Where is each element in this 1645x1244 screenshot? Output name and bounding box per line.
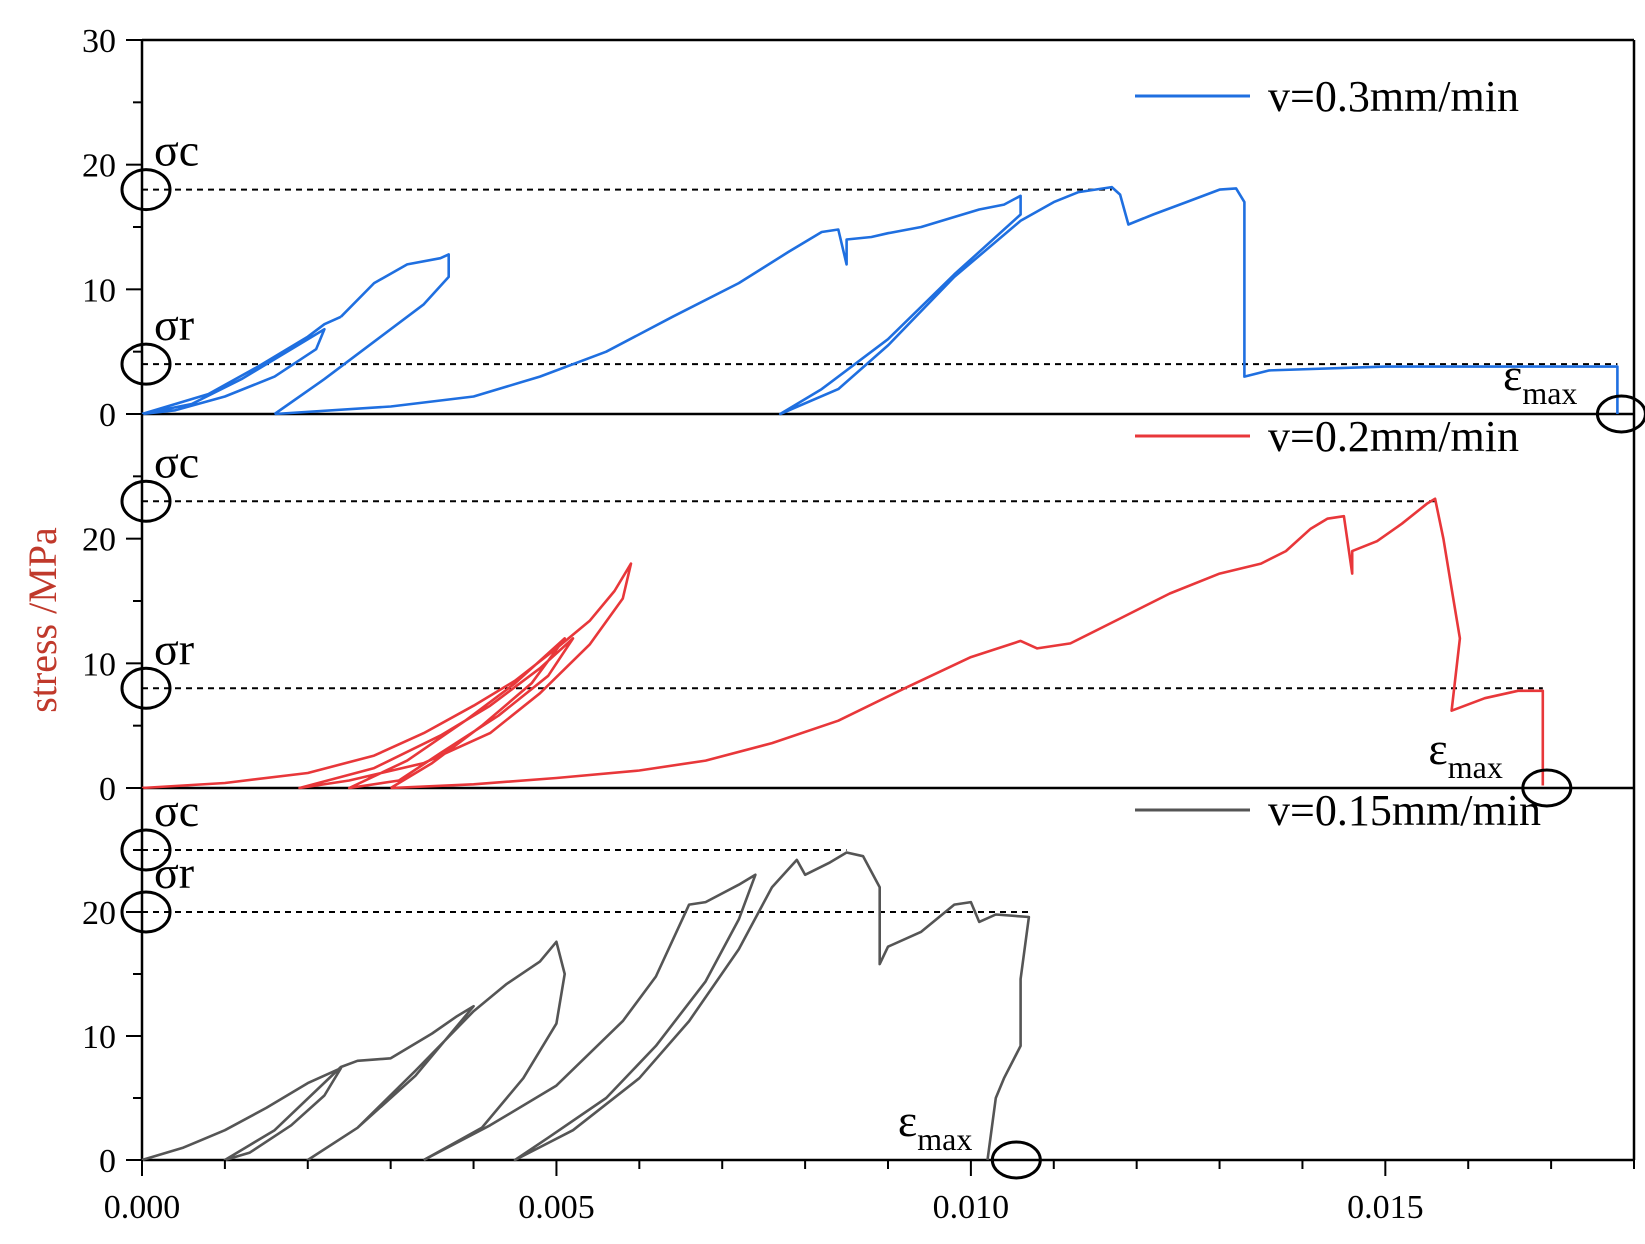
series-line-bottom-0 [141,940,566,1162]
x-tick-label: 0.000 [104,1189,181,1226]
sigma-r-label: σr [154,299,194,350]
y-tick-label: 20 [82,148,116,185]
series-line-bottom-1 [423,851,1031,1162]
panel-middle: 0 10 20 σc σr εmax v=0.2mm/min [82,412,1636,808]
legend-label: v=0.3mm/min [1268,72,1519,121]
legend-label: v=0.15mm/min [1268,786,1541,835]
x-tick-label: 0.005 [518,1189,595,1226]
sigma-c-label: σc [154,785,199,836]
sigma-c-marker [120,479,172,523]
chart-panels: 0102030σcσrεmaxv=0.3mm/min01020σcσrεmaxv… [82,23,1645,1180]
eps-max-subscript: max [1448,749,1503,785]
y-tick-label: 0 [99,771,116,808]
x-tick-label: 0.010 [933,1189,1010,1226]
sigma-c-label: σc [154,436,199,487]
y-tick-label: 0 [99,397,116,434]
eps-max-subscript: max [1522,375,1577,411]
sigma-c-label: σc [154,125,199,176]
sigma-r-label: σr [154,847,194,898]
panel-bottom: 0 10 20 σc σr εmax v=0.15mm/min [82,785,1636,1180]
sigma-r-label: σr [154,623,194,674]
y-tick-label: 0 [99,1143,116,1180]
eps-max-label: εmax [898,1095,972,1157]
series-line-middle-0 [141,562,633,790]
sigma-c-marker [120,828,172,872]
series-line-top-0 [140,315,342,416]
sigma-c-marker [120,168,172,212]
y-tick-label: 20 [82,522,116,559]
y-tick-label: 10 [82,646,116,683]
eps-max-marker [1521,768,1573,808]
y-tick-label: 20 [82,895,116,932]
series-line-top-2 [274,185,1619,416]
sigma-r-marker [120,890,172,934]
eps-max-label: εmax [1428,723,1502,785]
x-axis: 0.000 0.005 0.010 0.015 [104,1160,1635,1226]
y-axis-label: stress /MPa [20,527,65,713]
y-tick-label: 10 [82,1019,116,1056]
sigma-r-marker [120,666,172,710]
panel-top: 0 10 20 30 σc σr εmax v=0.3mm/min [82,23,1645,434]
series-line-middle-1 [390,497,1545,790]
y-tick-label: 30 [82,23,116,60]
x-tick-label: 0.015 [1347,1189,1424,1226]
eps-max-subscript: max [917,1121,972,1157]
series-line-top-1 [273,253,450,416]
eps-max-label: εmax [1503,349,1577,411]
sigma-r-marker [120,342,172,386]
eps-max-marker [1595,394,1645,434]
y-tick-label: 10 [82,272,116,309]
eps-max-marker [990,1140,1042,1180]
legend-label: v=0.2mm/min [1268,412,1519,461]
